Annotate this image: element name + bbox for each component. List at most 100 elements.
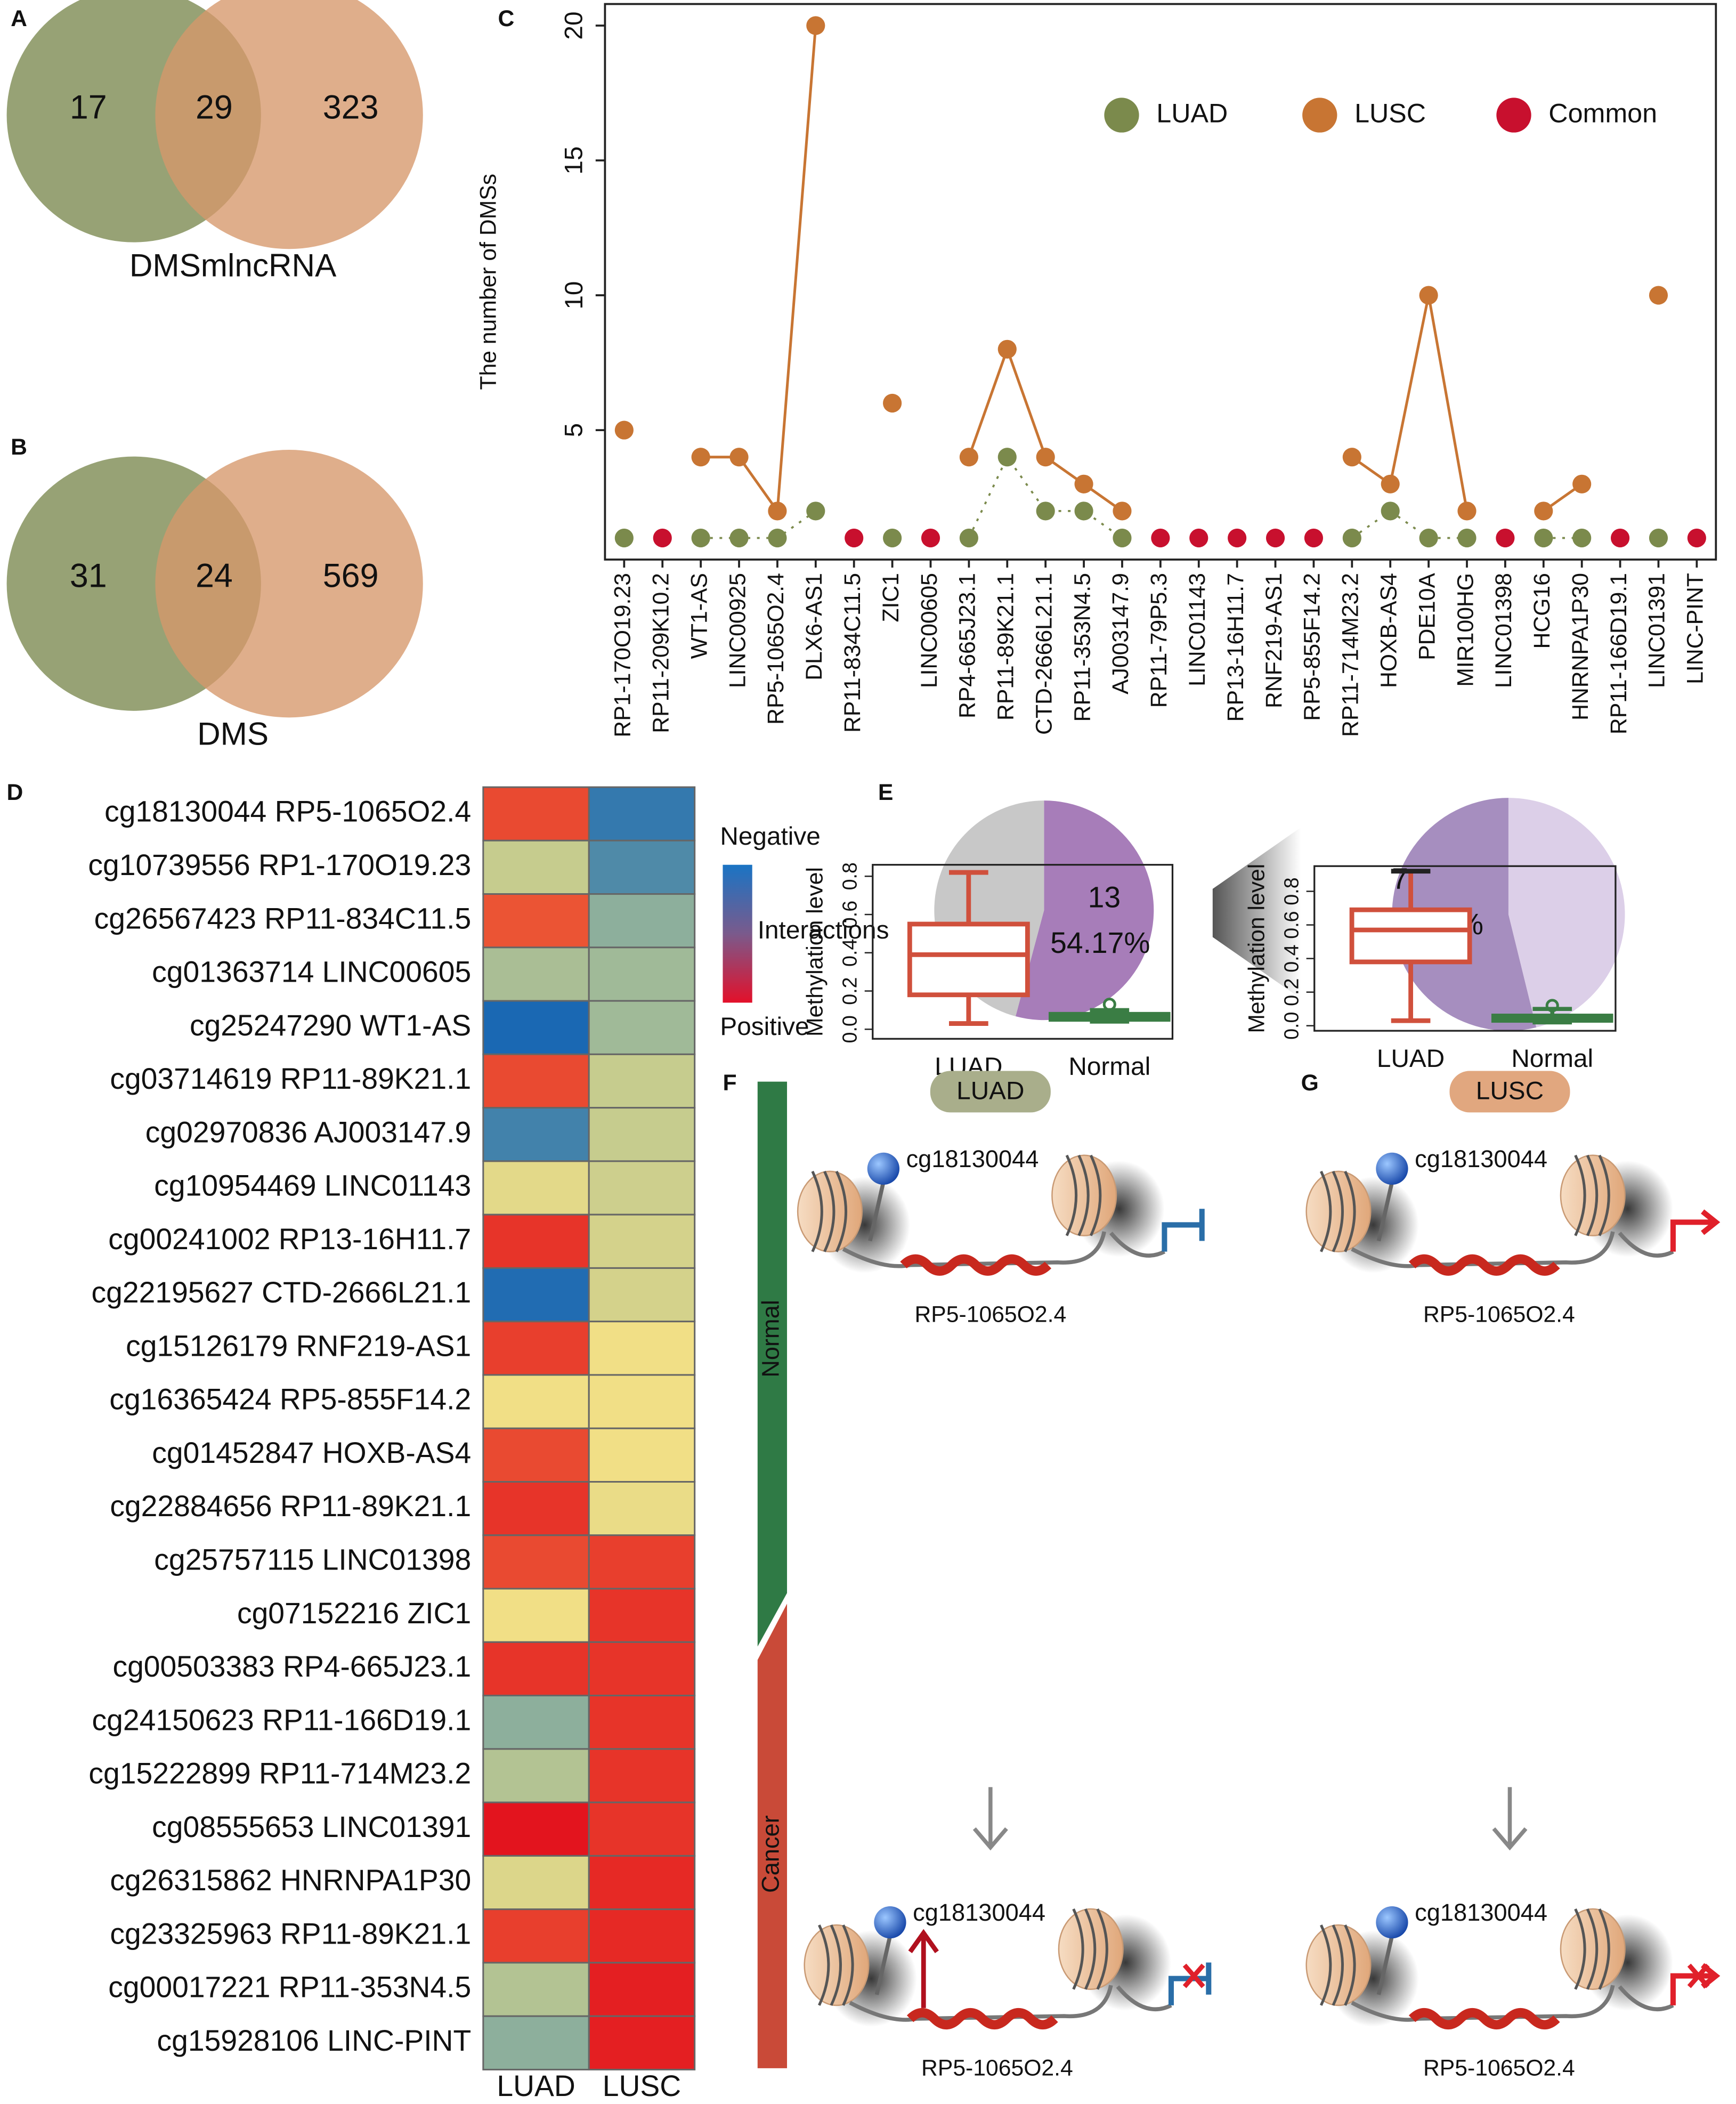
- point: [614, 420, 634, 440]
- point: [1457, 501, 1477, 521]
- promoter-on: [1670, 1209, 1721, 1252]
- point: [1113, 501, 1132, 521]
- heat-cell: [588, 1000, 696, 1055]
- point: [1649, 286, 1668, 305]
- row-label: cg10739556 RP1-170O19.23: [88, 848, 471, 881]
- gene-label: RP5-1065O2.4: [921, 2056, 1073, 2081]
- point: [1496, 528, 1515, 548]
- arrow: [972, 1787, 1008, 1851]
- chromatin-schematic: [797, 1152, 1205, 1276]
- dna-coil: [1065, 1154, 1078, 1236]
- x-tick-label: WT1-AS: [686, 573, 712, 659]
- point: [1266, 528, 1285, 548]
- venn-count: 24: [196, 557, 233, 595]
- point: [1572, 528, 1592, 548]
- heat-cell: [482, 786, 590, 841]
- dna-coil: [842, 1924, 854, 2006]
- row-label: cg18130044 RP5-1065O2.4: [104, 795, 471, 828]
- row-label: cg15928106 LINC-PINT: [157, 2024, 472, 2057]
- point: [1687, 528, 1706, 548]
- point: [1534, 501, 1553, 521]
- y-tick-label: 0.4: [839, 939, 861, 967]
- point: [1419, 528, 1438, 548]
- venn-count: 31: [70, 557, 107, 595]
- dna-coil: [1598, 1154, 1610, 1236]
- row-label: cg02970836 AJ003147.9: [145, 1115, 471, 1148]
- point: [1074, 501, 1093, 521]
- gene: [1408, 1254, 1560, 1276]
- y-tick-label: 0.6: [1280, 911, 1302, 938]
- y-tick-label: 0.0: [839, 1015, 861, 1043]
- x-tick-label: MIR100HG: [1453, 573, 1478, 687]
- dna-coil: [1096, 1908, 1108, 1990]
- heat-cell: [588, 1962, 696, 2017]
- row-label: cg01452847 HOXB-AS4: [152, 1436, 471, 1469]
- dna-coil: [835, 1170, 847, 1252]
- panel-label: E: [878, 780, 893, 805]
- panel-label: C: [498, 6, 514, 31]
- x-tick-label: LUAD: [1377, 1045, 1445, 1073]
- x-tick-label: HCG16: [1529, 573, 1555, 649]
- x-tick-label: RP11-209K10.2: [648, 573, 674, 733]
- heat-cell: [588, 1427, 696, 1483]
- point: [1036, 501, 1055, 521]
- x-tick-label: RP13-16H11.7: [1223, 573, 1248, 722]
- point: [729, 448, 749, 467]
- row-label: cg24150623 RP11-166D19.1: [92, 1703, 472, 1736]
- x-tick-label: LINC01398: [1491, 573, 1516, 688]
- heat-cell: [482, 1855, 590, 1911]
- x-tick-label: HNRNPA1P30: [1568, 573, 1593, 721]
- row-label: cg00241002 RP13-16H11.7: [108, 1223, 471, 1256]
- heat-cell: [482, 1801, 590, 1857]
- x-tick-label: ZIC1: [878, 573, 904, 622]
- venn-title: DMS: [197, 715, 269, 751]
- point: [1074, 474, 1093, 493]
- venn-title: DMSmlncRNA: [129, 247, 337, 283]
- pie-count: 13: [1088, 881, 1121, 914]
- gene-label: RP5-1065O2.4: [914, 1302, 1066, 1328]
- legend-label: Common: [1548, 98, 1657, 128]
- arrow: [1492, 1787, 1528, 1851]
- y-tick-label: 5: [560, 423, 588, 438]
- venn-set: [155, 0, 423, 249]
- chromatin-schematic: [804, 1906, 1212, 2030]
- point: [1228, 528, 1247, 548]
- dna-coil: [1320, 1924, 1332, 2006]
- legend-swatch: [1104, 98, 1139, 133]
- point: [845, 528, 864, 548]
- y-tick-label: 0.6: [839, 901, 861, 928]
- heat-cell: [588, 1588, 696, 1643]
- heat-cell: [482, 1213, 590, 1269]
- up-arrow: [908, 1929, 939, 2008]
- dna-coil: [1598, 1908, 1610, 1990]
- x-tick-label: RNF219-AS1: [1261, 573, 1287, 708]
- heat-cell: [588, 1374, 696, 1429]
- heat-cell: [588, 1695, 696, 1750]
- nucleosome: [1305, 1924, 1372, 2006]
- dna-coil: [811, 1170, 823, 1252]
- group-pill: [1449, 1071, 1570, 1113]
- chromatin-schematic: [1305, 1906, 1721, 2030]
- heat-cell: [588, 1321, 696, 1376]
- y-tick-label: 0.2: [1280, 978, 1302, 1006]
- y-tick-label: 0.8: [839, 862, 861, 890]
- methyl-group: [1376, 1152, 1408, 1185]
- y-tick-label: 0.8: [1280, 877, 1302, 905]
- heat-cell: [482, 1374, 590, 1429]
- heat-cell: [482, 1962, 590, 2017]
- heat-cell: [588, 946, 696, 1002]
- point: [1113, 528, 1132, 548]
- heat-cell: [482, 1427, 590, 1483]
- site-label: cg18130044: [1415, 1899, 1547, 1926]
- colorbar: [723, 864, 752, 1003]
- y-axis-label: The number of DMSs: [476, 174, 501, 390]
- point: [1381, 474, 1400, 493]
- row-label: cg25247290 WT1-AS: [190, 1009, 471, 1042]
- dna-coil: [830, 1924, 842, 2006]
- dna: [1351, 1985, 1674, 2022]
- row-label: cg16365424 RP5-855F14.2: [109, 1383, 471, 1416]
- gene-label: RP5-1065O2.4: [1423, 2056, 1575, 2081]
- column-label: LUSC: [603, 2069, 681, 2102]
